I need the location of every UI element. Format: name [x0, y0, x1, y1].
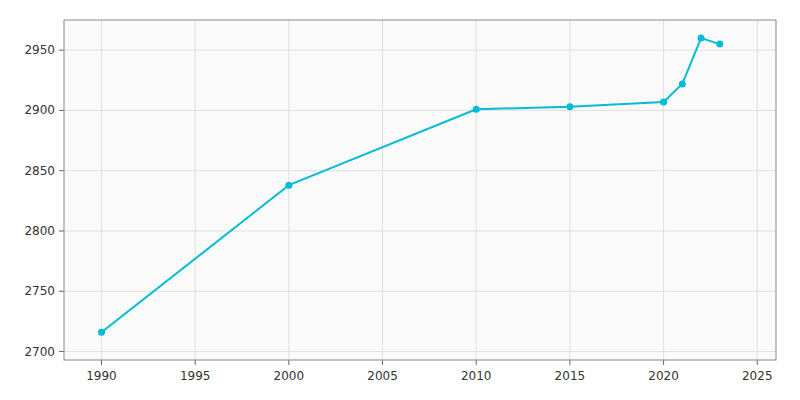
- point: [698, 35, 705, 42]
- y-tick-label: 2950: [24, 43, 55, 57]
- point: [679, 80, 686, 87]
- x-grid-line: [476, 20, 477, 360]
- x-tick-label: 2025: [742, 369, 773, 383]
- y-tick-label: 2850: [24, 164, 55, 178]
- y-tick: [59, 110, 64, 111]
- x-grid-line: [569, 20, 570, 360]
- y-tick: [59, 50, 64, 51]
- x-tick-label: 2005: [367, 369, 398, 383]
- y-tick-label: 2750: [24, 284, 55, 298]
- y-grid-line: [64, 230, 776, 231]
- x-tick: [101, 360, 102, 365]
- y-tick: [59, 170, 64, 171]
- x-grid-line: [195, 20, 196, 360]
- x-grid-line: [382, 20, 383, 360]
- x-tick-label: 2020: [648, 369, 679, 383]
- line: [101, 38, 719, 332]
- x-tick: [195, 360, 196, 365]
- y-tick: [59, 291, 64, 292]
- x-grid-line: [101, 20, 102, 360]
- y-tick-label: 2800: [24, 224, 55, 238]
- grid: [64, 20, 776, 360]
- y-grid-line: [64, 291, 776, 292]
- y-tick-label: 2700: [24, 345, 55, 359]
- x-grid-line: [663, 20, 664, 360]
- plot-frame: [64, 20, 776, 360]
- chart: 1990 1995 2000 2005 2010 2015 2020 2025 2700 2750…: [0, 0, 800, 400]
- x-tick: [569, 360, 570, 365]
- y-tick-label: 2900: [24, 103, 55, 117]
- point: [716, 41, 723, 48]
- x-tick: [288, 360, 289, 365]
- x-tick-label: 2010: [461, 369, 492, 383]
- x-tick-label: 2000: [274, 369, 305, 383]
- series: [98, 35, 723, 336]
- y-grid-line: [64, 170, 776, 171]
- point: [660, 98, 667, 105]
- x-grid-line: [288, 20, 289, 360]
- x-tick-label: 2015: [555, 369, 586, 383]
- x-tick: [757, 360, 758, 365]
- point: [98, 329, 105, 336]
- point: [473, 106, 480, 113]
- x-grid-line: [757, 20, 758, 360]
- x-tick: [382, 360, 383, 365]
- y-tick: [59, 351, 64, 352]
- y-grid-line: [64, 110, 776, 111]
- x-tick-label: 1995: [180, 369, 211, 383]
- y-tick: [59, 230, 64, 231]
- x-tick: [476, 360, 477, 365]
- plot-background: [64, 20, 776, 360]
- point: [285, 182, 292, 189]
- x-tick-label: 1990: [86, 369, 117, 383]
- axes: 1990 1995 2000 2005 2010 2015 2020 2025 2700 2750…: [24, 43, 772, 383]
- y-grid-line: [64, 50, 776, 51]
- y-grid-line: [64, 351, 776, 352]
- x-tick: [663, 360, 664, 365]
- point: [566, 103, 573, 110]
